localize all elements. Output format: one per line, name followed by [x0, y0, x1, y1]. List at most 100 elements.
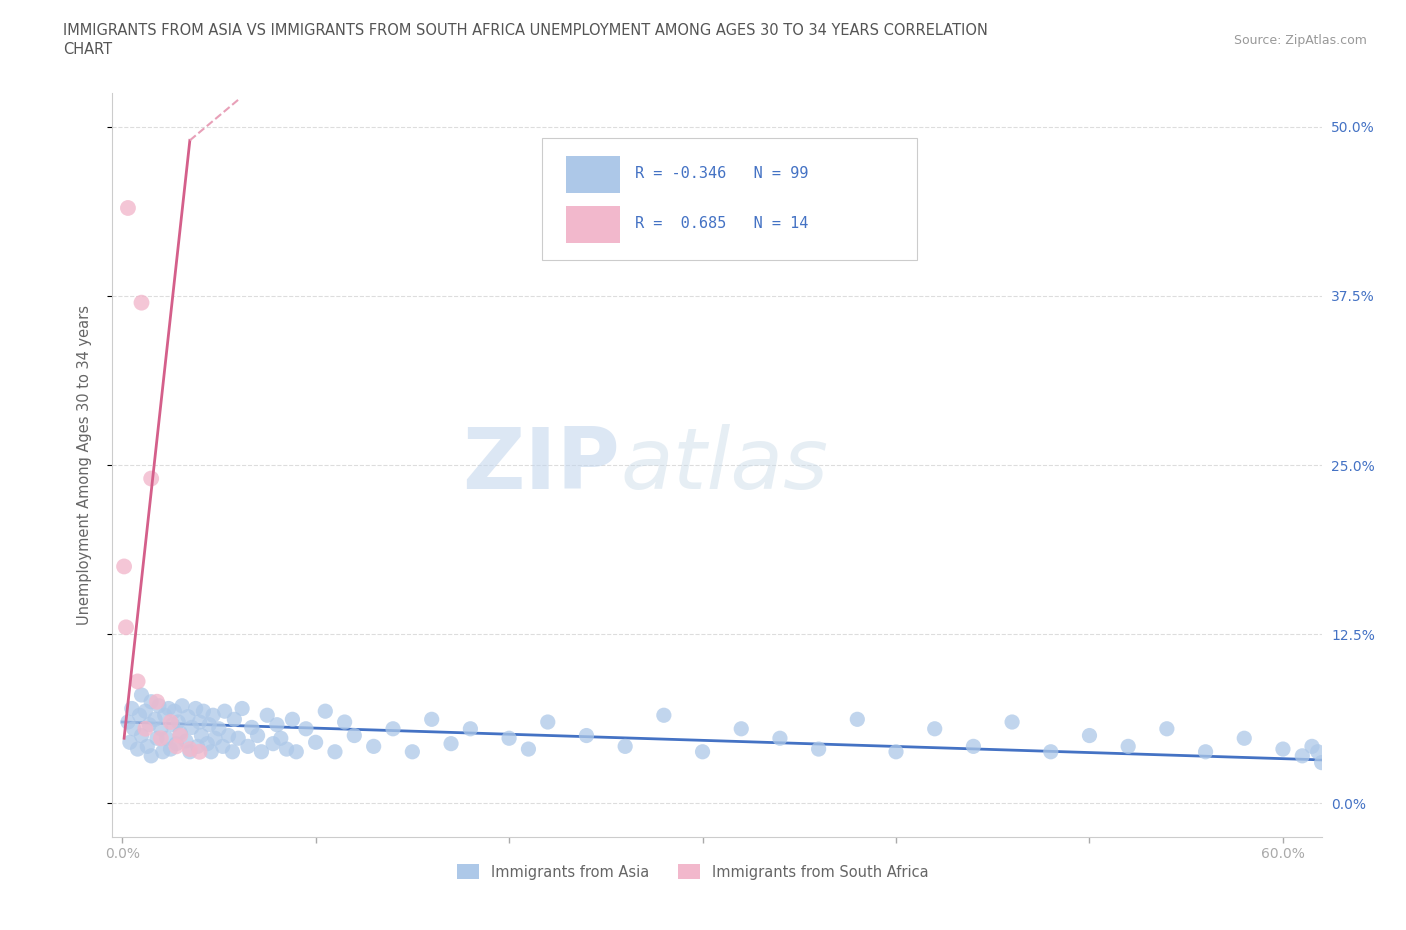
Point	[200, 744, 222, 759]
Point	[117, 201, 139, 216]
Point	[184, 701, 207, 716]
Point	[118, 735, 141, 750]
Point	[117, 714, 139, 729]
Point	[180, 720, 202, 735]
Point	[1291, 749, 1313, 764]
Text: R =  0.685   N = 14: R = 0.685 N = 14	[636, 217, 808, 232]
Point	[1301, 739, 1323, 754]
Text: Source: ZipAtlas.com: Source: ZipAtlas.com	[1233, 34, 1367, 47]
Point	[1156, 722, 1178, 737]
Point	[193, 704, 215, 719]
Point	[134, 722, 156, 737]
Point	[211, 739, 233, 754]
Point	[285, 744, 308, 759]
Point	[136, 739, 159, 754]
Point	[169, 728, 191, 743]
Point	[112, 559, 135, 574]
Text: IMMIGRANTS FROM ASIA VS IMMIGRANTS FROM SOUTH AFRICA UNEMPLOYMENT AMONG AGES 30 : IMMIGRANTS FROM ASIA VS IMMIGRANTS FROM …	[63, 23, 988, 38]
Point	[167, 714, 190, 729]
Point	[169, 725, 191, 740]
Point	[127, 674, 149, 689]
Point	[692, 744, 714, 759]
Point	[304, 735, 326, 750]
Point	[188, 714, 211, 729]
Point	[1116, 739, 1139, 754]
Point	[172, 698, 194, 713]
Point	[537, 714, 560, 729]
Point	[323, 744, 346, 759]
Point	[333, 714, 356, 729]
Point	[190, 728, 212, 743]
Point	[177, 710, 200, 724]
Point	[226, 731, 249, 746]
Point	[218, 728, 240, 743]
Point	[614, 739, 637, 754]
Point	[162, 717, 184, 732]
Point	[363, 739, 385, 754]
Point	[202, 708, 225, 723]
Point	[401, 744, 423, 759]
Point	[924, 722, 946, 737]
Point	[165, 737, 187, 751]
Text: CHART: CHART	[63, 42, 112, 57]
Point	[440, 737, 463, 751]
Y-axis label: Unemployment Among Ages 30 to 34 years: Unemployment Among Ages 30 to 34 years	[77, 305, 91, 625]
Point	[1310, 755, 1333, 770]
Bar	[565, 156, 620, 193]
Point	[121, 701, 143, 716]
Point	[1078, 728, 1101, 743]
Point	[314, 704, 336, 719]
Point	[198, 717, 221, 732]
Point	[156, 731, 179, 746]
Point	[262, 737, 284, 751]
Point	[146, 731, 169, 746]
Point	[141, 749, 163, 764]
Point	[276, 741, 298, 756]
Point	[188, 744, 211, 759]
Point	[460, 722, 482, 737]
Point	[575, 728, 598, 743]
Point	[807, 741, 830, 756]
Point	[141, 472, 163, 486]
Point	[195, 737, 218, 751]
Point	[143, 711, 166, 726]
Point	[179, 744, 201, 759]
Point	[131, 295, 153, 310]
Point	[221, 744, 243, 759]
Point	[174, 734, 197, 749]
Point	[1001, 714, 1024, 729]
Point	[498, 731, 520, 746]
Point	[159, 741, 181, 756]
Point	[163, 704, 186, 719]
Point	[146, 695, 169, 710]
FancyBboxPatch shape	[541, 138, 917, 260]
Point	[157, 701, 180, 716]
Point	[281, 711, 304, 726]
Point	[1194, 744, 1216, 759]
Point	[295, 722, 318, 737]
Point	[149, 731, 172, 746]
Point	[236, 739, 259, 754]
Point	[240, 720, 263, 735]
Point	[382, 722, 405, 737]
Text: R = -0.346   N = 99: R = -0.346 N = 99	[636, 166, 808, 180]
Point	[134, 704, 156, 719]
Point	[127, 741, 149, 756]
Point	[884, 744, 907, 759]
Point	[1306, 744, 1329, 759]
Point	[153, 708, 176, 723]
Point	[846, 711, 869, 726]
Point	[141, 695, 163, 710]
Point	[138, 717, 160, 732]
Point	[131, 687, 153, 702]
Point	[517, 741, 540, 756]
Point	[165, 739, 187, 754]
Point	[730, 722, 752, 737]
Point	[179, 741, 201, 756]
Point	[187, 739, 209, 754]
Point	[1039, 744, 1062, 759]
Point	[962, 739, 984, 754]
Point	[1233, 731, 1256, 746]
Point	[159, 714, 181, 729]
Point	[1271, 741, 1294, 756]
